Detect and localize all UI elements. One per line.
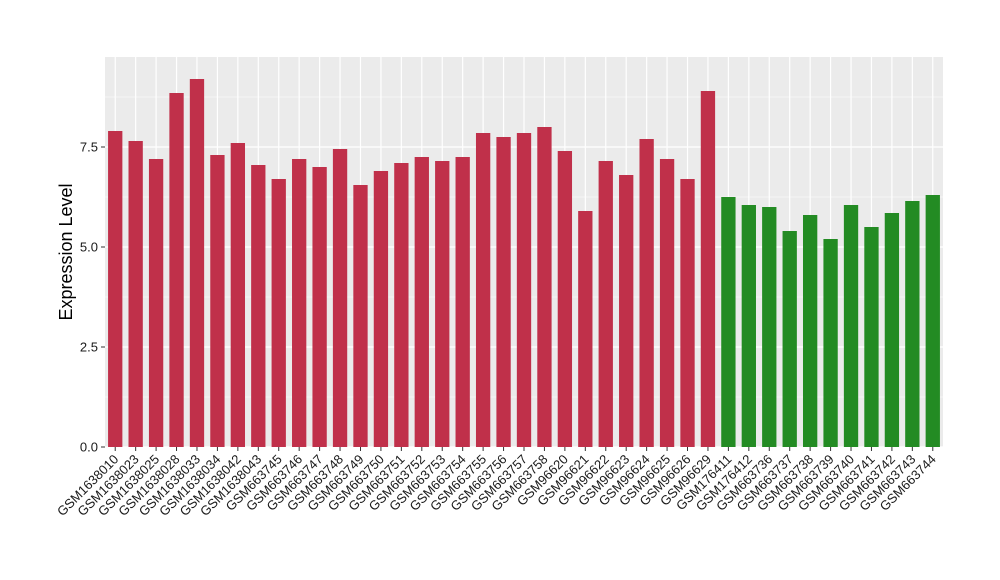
bar-GSM176412	[741, 205, 756, 447]
y-tick-label: 0.0	[80, 440, 98, 455]
bar-GSM663741	[864, 227, 879, 447]
bar-GSM663757	[516, 133, 532, 447]
bar-GSM663740	[843, 205, 859, 447]
bar-GSM1638010	[108, 131, 123, 447]
bar-GSM1638028	[169, 93, 184, 447]
bar-GSM96624	[639, 139, 654, 447]
bar-GSM1638042	[230, 143, 246, 447]
bar-GSM663743	[905, 201, 920, 447]
bar-GSM663756	[496, 137, 511, 447]
bar-GSM663737	[782, 231, 797, 447]
bar-GSM96629	[700, 91, 716, 447]
bar-GSM663752	[414, 157, 429, 447]
bar-GSM663749	[353, 185, 368, 447]
bar-GSM663748	[332, 149, 348, 447]
bar-GSM1638023	[128, 141, 143, 447]
bar-GSM663742	[884, 213, 900, 447]
bar-GSM96621	[578, 211, 593, 447]
bar-GSM663738	[802, 215, 818, 447]
bar-GSM663746	[292, 159, 307, 447]
bar-GSM96620	[557, 151, 573, 447]
y-tick-label: 2.5	[80, 340, 98, 355]
y-axis: 0.0 2.5 5.0 7.5	[80, 140, 105, 455]
y-axis-title: Expression Level	[56, 183, 76, 320]
x-axis: GSM1638010GSM1638023GSM1638025GSM1638028…	[54, 447, 939, 519]
bar-GSM96625	[659, 159, 675, 447]
bar-GSM176411	[721, 197, 736, 447]
bar-GSM96626	[680, 179, 695, 447]
bar-GSM663751	[394, 163, 409, 447]
bar-GSM663758	[537, 127, 552, 447]
bar-GSM96623	[619, 175, 634, 447]
bar-GSM663750	[373, 171, 389, 447]
bar-GSM663747	[312, 167, 327, 447]
bar-GSM1638043	[251, 165, 266, 447]
bar-GSM96622	[598, 161, 613, 447]
bar-GSM663754	[455, 157, 470, 447]
bar-GSM663753	[435, 161, 450, 447]
y-tick-label: 5.0	[80, 240, 98, 255]
bar-GSM663744	[925, 195, 940, 447]
bar-GSM663736	[762, 207, 777, 447]
bar-GSM1638033	[189, 79, 205, 447]
y-tick-label: 7.5	[80, 140, 98, 155]
bar-GSM663739	[823, 239, 838, 447]
bar-GSM1638025	[148, 159, 164, 447]
bar-GSM1638034	[210, 155, 225, 447]
bar-GSM663755	[475, 133, 491, 447]
bar-GSM663745	[271, 179, 286, 447]
bars	[108, 79, 940, 447]
